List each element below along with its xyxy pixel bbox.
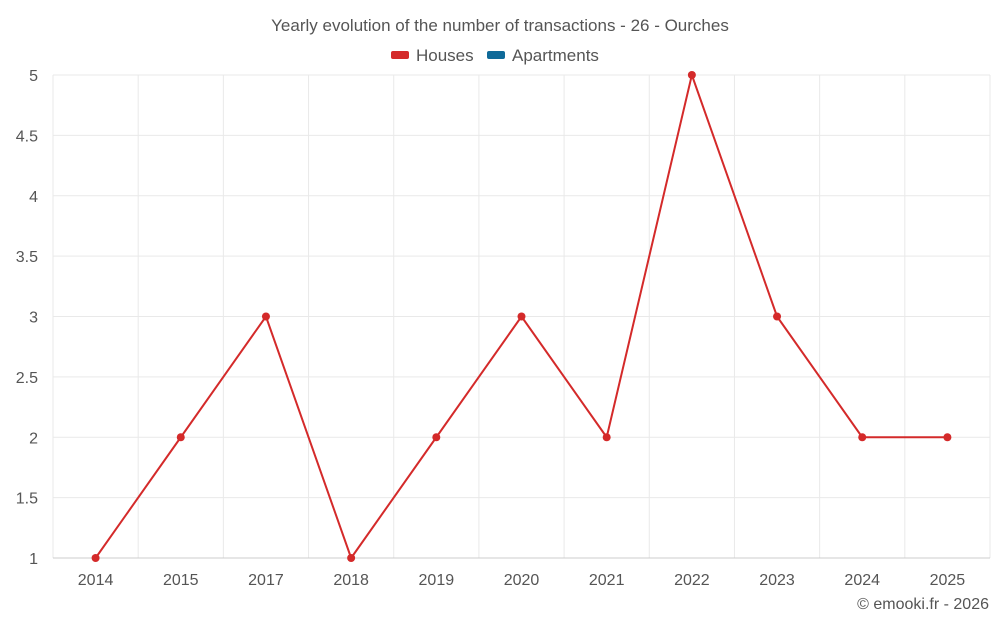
legend-item-apartments[interactable]: Apartments — [487, 46, 599, 65]
data-point-houses-2018[interactable] — [347, 554, 356, 562]
data-point-houses-2014[interactable] — [91, 554, 100, 562]
y-tick-label: 4 — [29, 189, 38, 206]
data-point-houses-2019[interactable] — [432, 433, 441, 442]
y-tick-label: 3 — [29, 310, 38, 327]
y-tick-label: 5 — [29, 68, 38, 85]
x-tick-label: 2018 — [333, 572, 369, 589]
x-tick-label: 2023 — [759, 572, 795, 589]
data-point-houses-2022[interactable] — [687, 71, 696, 79]
x-tick-label: 2025 — [930, 572, 966, 589]
y-tick-label: 2.5 — [16, 370, 38, 387]
x-tick-label: 2017 — [248, 572, 284, 589]
data-point-houses-2025[interactable] — [943, 433, 952, 442]
x-axis: 2014 2015 2017 2018 2019 2020 2021 2022 2023 2024… — [53, 557, 990, 589]
data-point-houses-2015[interactable] — [176, 433, 185, 442]
y-tick-label: 3.5 — [16, 249, 38, 266]
x-tick-label: 2019 — [419, 572, 455, 589]
y-axis: 1 1.5 2 2.5 3 3.5 4 4.5 5 — [16, 68, 38, 568]
y-tick-label: 2 — [29, 430, 38, 447]
x-tick-label: 2014 — [78, 572, 114, 589]
data-point-houses-2023[interactable] — [773, 312, 782, 321]
data-point-houses-2024[interactable] — [858, 433, 867, 442]
y-tick-label: 1.5 — [16, 491, 38, 508]
data-point-houses-2020[interactable] — [517, 312, 526, 321]
x-tick-label: 2015 — [163, 572, 199, 589]
x-tick-label: 2022 — [674, 572, 710, 589]
data-point-houses-2021[interactable] — [602, 433, 611, 442]
legend: Houses Apartments — [391, 46, 599, 65]
credit-text[interactable]: © emooki.fr - 2026 — [857, 596, 989, 613]
x-tick-label: 2020 — [504, 572, 540, 589]
data-point-houses-2017[interactable] — [261, 312, 270, 321]
legend-label-apartments[interactable]: Apartments — [512, 46, 599, 65]
y-tick-label: 4.5 — [16, 128, 38, 145]
legend-swatch-apartments — [487, 51, 505, 59]
x-tick-label: 2024 — [844, 572, 880, 589]
chart-title: Yearly evolution of the number of transa… — [271, 16, 729, 35]
x-tick-label: 2021 — [589, 572, 625, 589]
legend-label-houses[interactable]: Houses — [416, 46, 474, 65]
y-tick-label: 1 — [29, 551, 38, 568]
legend-item-houses[interactable]: Houses — [391, 46, 474, 65]
series-houses — [91, 71, 952, 562]
legend-swatch-houses — [391, 51, 409, 59]
